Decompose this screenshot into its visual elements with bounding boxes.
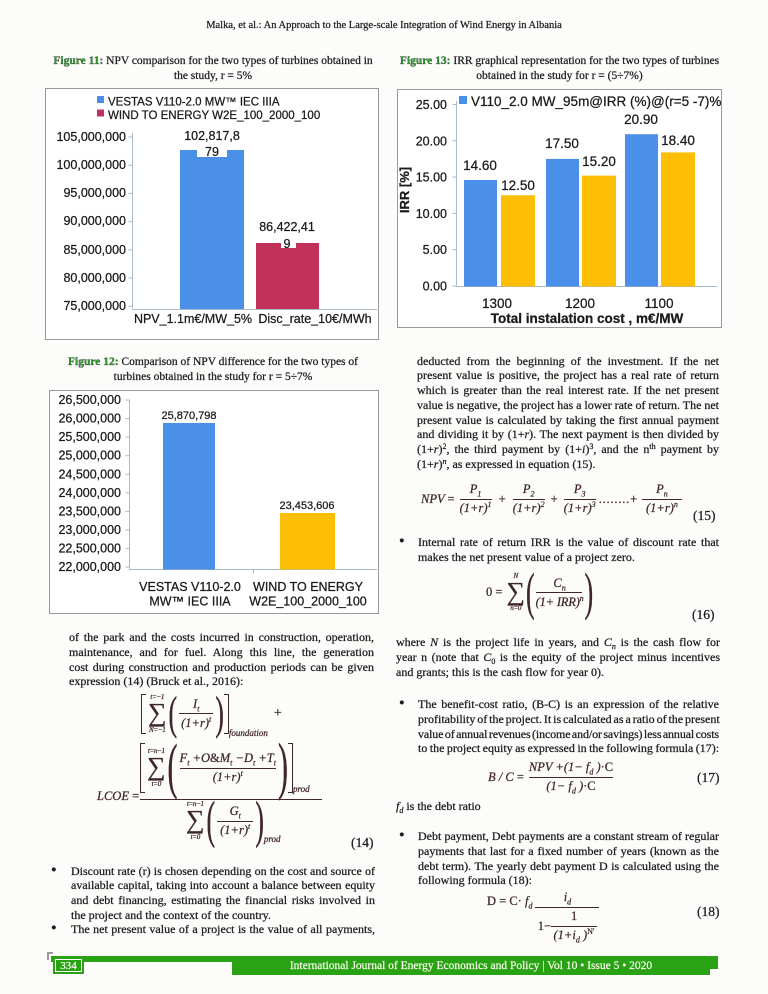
svg-text:23,453,606: 23,453,606: [279, 500, 334, 512]
svg-text:105,000,000: 105,000,000: [56, 130, 126, 144]
svg-text:23,500,000: 23,500,000: [58, 504, 121, 518]
svg-text:15.20: 15.20: [582, 154, 616, 169]
svg-text:V110_2.0 MW_95m@IRR (%)@(r=5 -: V110_2.0 MW_95m@IRR (%)@(r=5 -7)%: [471, 94, 721, 109]
svg-text:85,000,000: 85,000,000: [63, 243, 126, 257]
svg-text:NPV_1.1m€/MW_5%: NPV_1.1m€/MW_5%: [134, 312, 252, 326]
svg-text:18.40: 18.40: [661, 133, 695, 148]
svg-text:75,000,000: 75,000,000: [63, 299, 126, 313]
svg-text:15.00: 15.00: [416, 171, 447, 185]
svg-text:17.50: 17.50: [545, 136, 579, 151]
svg-text:25.00: 25.00: [416, 98, 447, 112]
svg-text:25,870,798: 25,870,798: [161, 410, 216, 422]
svg-text:1100: 1100: [644, 296, 673, 311]
svg-text:95,000,000: 95,000,000: [63, 186, 126, 200]
svg-text:5.00: 5.00: [423, 243, 447, 257]
svg-text:20.90: 20.90: [624, 112, 658, 127]
svg-text:22,000,000: 22,000,000: [58, 560, 121, 574]
svg-text:Disc_rate_10€/MWh: Disc_rate_10€/MWh: [258, 312, 371, 326]
svg-text:24,000,000: 24,000,000: [58, 486, 121, 500]
svg-text:Total instalation cost , m€/MW: Total instalation cost , m€/MW: [491, 311, 684, 326]
svg-text:VESTAS V110-2.0: VESTAS V110-2.0: [139, 580, 241, 594]
svg-text:WIND TO ENERGY: WIND TO ENERGY: [253, 580, 364, 594]
svg-text:25,500,000: 25,500,000: [58, 430, 121, 444]
svg-text:14.60: 14.60: [463, 158, 497, 173]
svg-text:90,000,000: 90,000,000: [63, 214, 126, 228]
svg-text:W2E_100_2000_100: W2E_100_2000_100: [249, 595, 367, 609]
svg-text:1300: 1300: [482, 296, 512, 311]
svg-text:26,000,000: 26,000,000: [58, 412, 121, 426]
svg-text:23,000,000: 23,000,000: [58, 523, 121, 537]
svg-text:1200: 1200: [565, 296, 595, 311]
svg-text:0.00: 0.00: [423, 280, 447, 294]
svg-text:80,000,000: 80,000,000: [63, 271, 126, 285]
svg-text:100,000,000: 100,000,000: [56, 158, 126, 172]
svg-text:22,500,000: 22,500,000: [58, 542, 121, 556]
svg-text:IRR [%]: IRR [%]: [397, 167, 412, 213]
svg-text:WIND TO ENERGY W2E_100_2000_10: WIND TO ENERGY W2E_100_2000_100: [108, 110, 320, 122]
svg-text:26,500,000: 26,500,000: [58, 393, 121, 407]
svg-text:9: 9: [284, 237, 291, 251]
svg-text:102,817,8: 102,817,8: [184, 129, 240, 143]
svg-text:10.00: 10.00: [416, 207, 447, 221]
svg-text:12.50: 12.50: [501, 178, 535, 193]
svg-text:86,422,41: 86,422,41: [259, 220, 315, 234]
svg-text:24,500,000: 24,500,000: [58, 467, 121, 481]
svg-text:25,000,000: 25,000,000: [58, 449, 121, 463]
svg-text:MW™ IEC IIIA: MW™ IEC IIIA: [149, 595, 231, 609]
svg-text:20.00: 20.00: [416, 134, 447, 148]
svg-text:79: 79: [205, 145, 219, 159]
svg-text:VESTAS V110-2.0 MW™ IEC IIIA: VESTAS V110-2.0 MW™ IEC IIIA: [108, 97, 280, 109]
